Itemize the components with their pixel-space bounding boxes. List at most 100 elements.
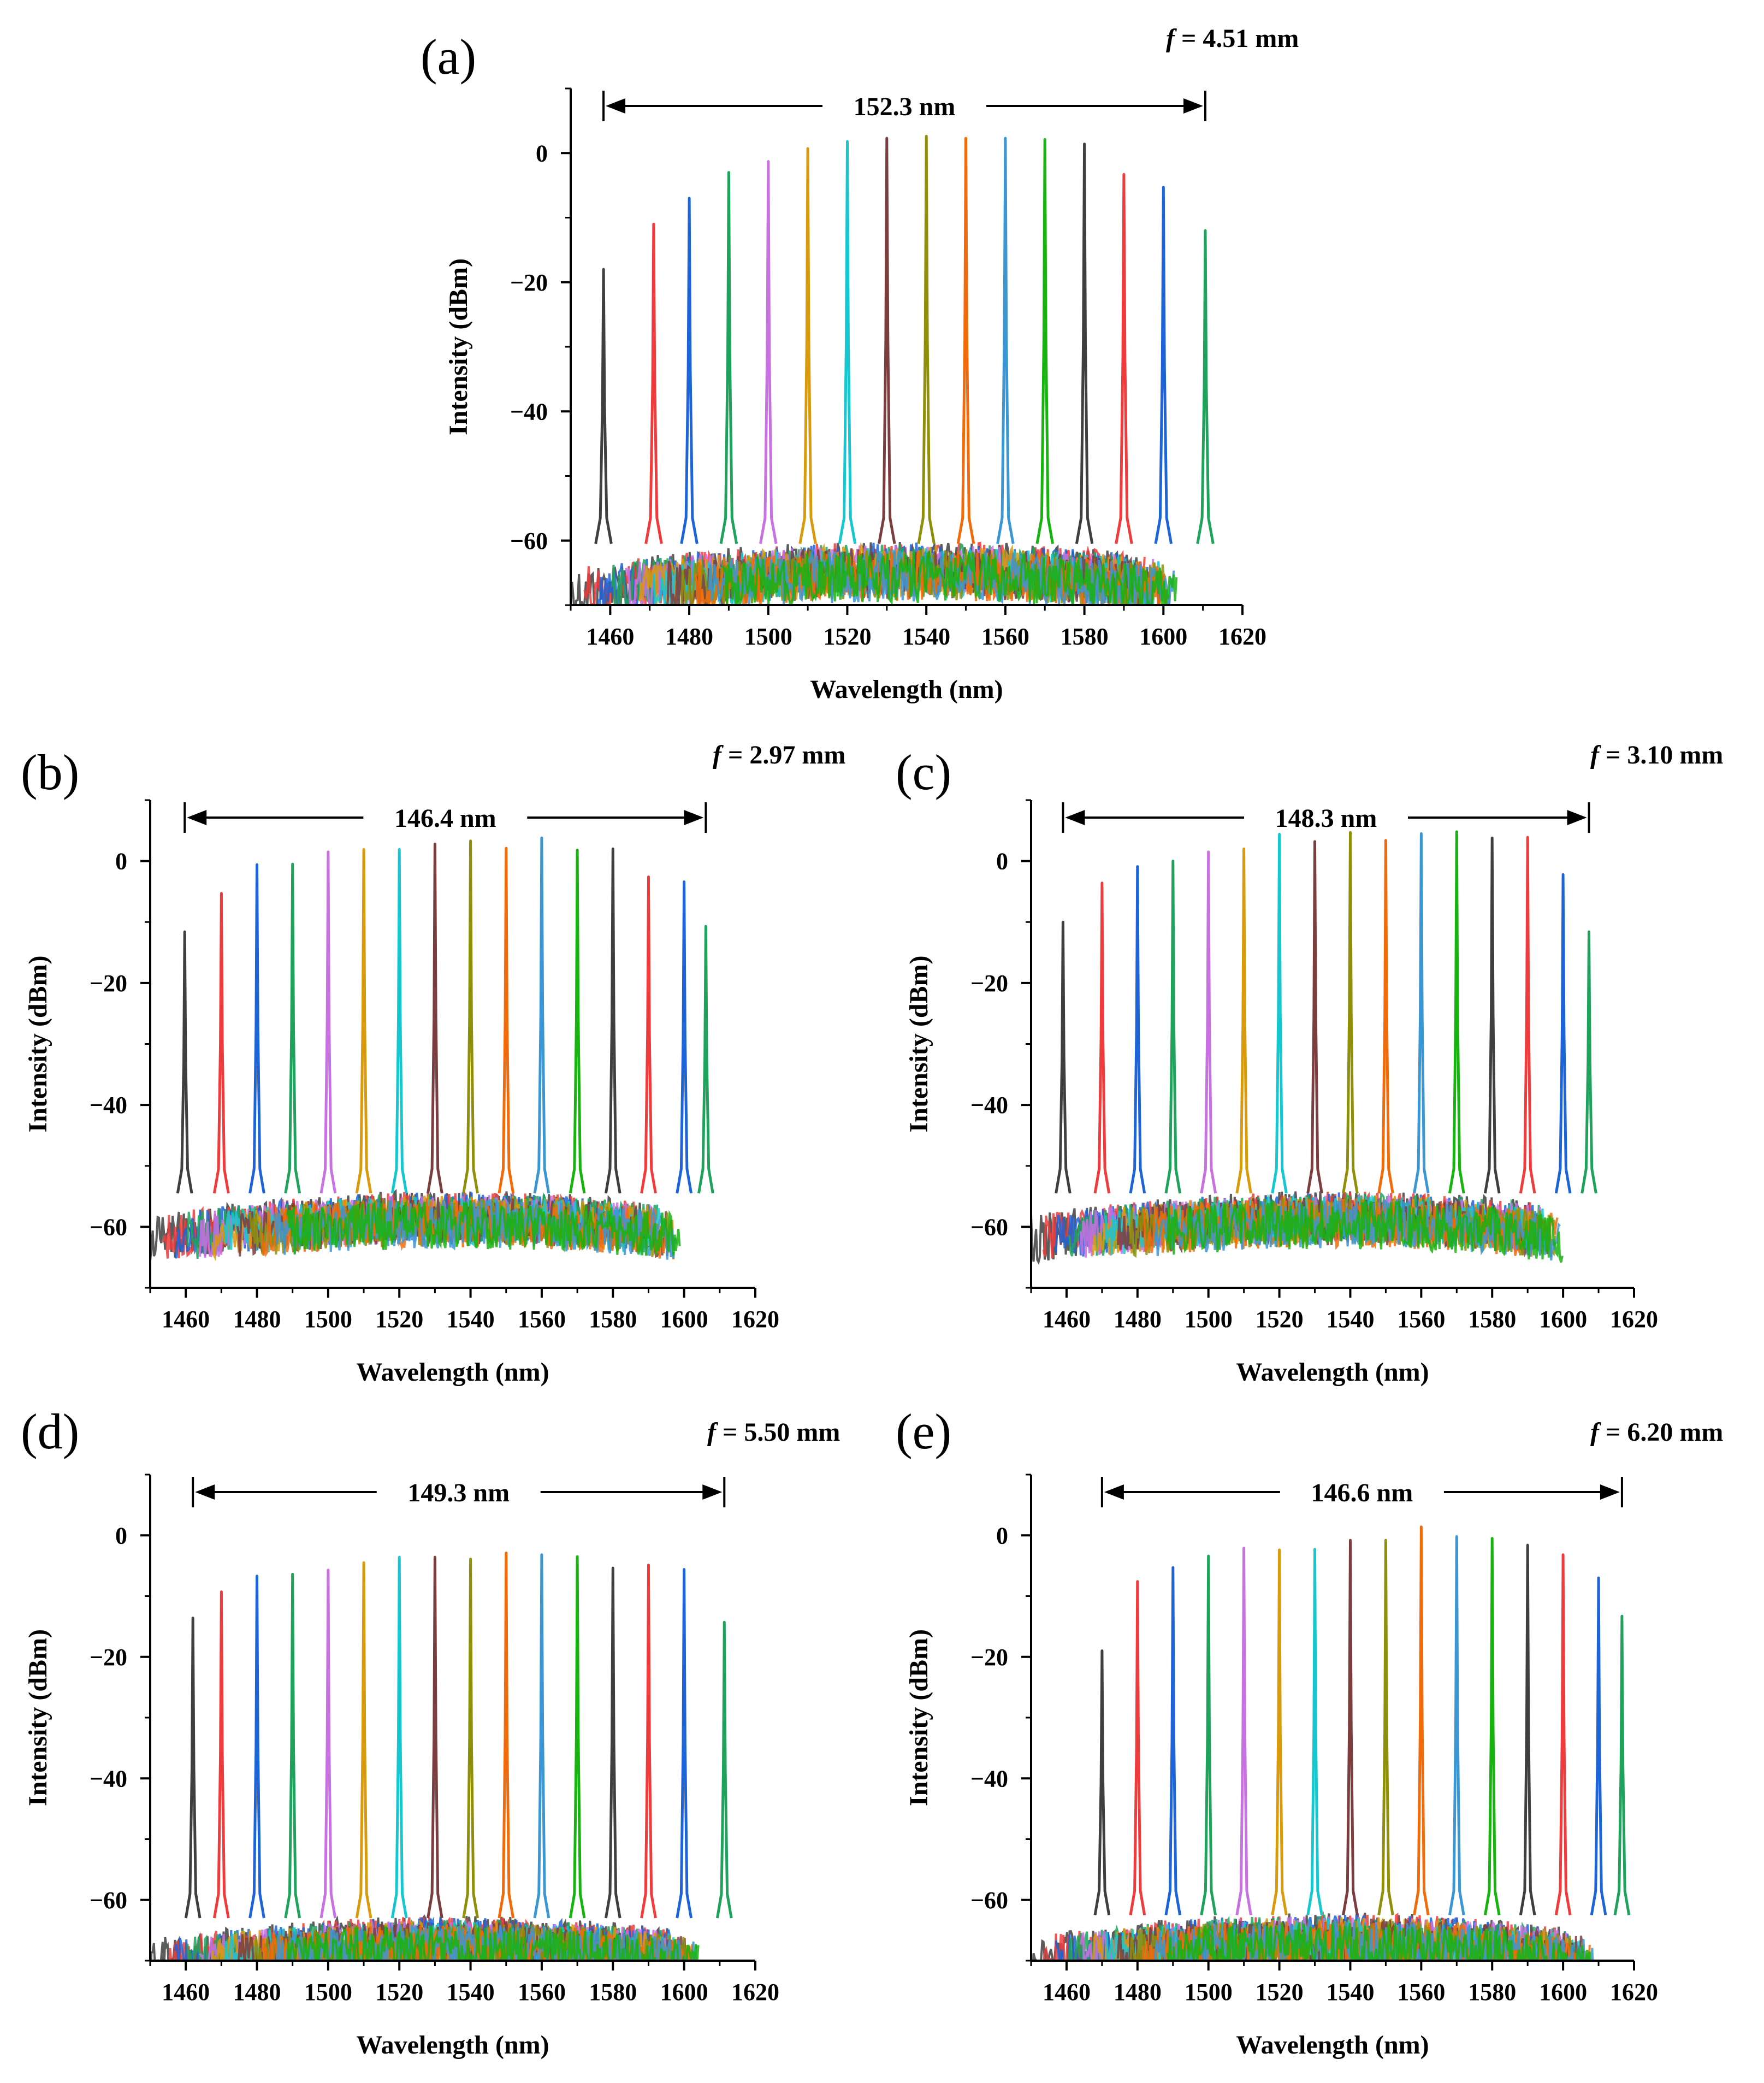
focal-value-b: = 2.97 mm	[721, 741, 845, 770]
x-axis-label-e: Wavelength (nm)	[1236, 2031, 1429, 2060]
x-tick-label-c-1520: 1520	[1256, 1306, 1304, 1333]
panel-d: 1460 1480 1500 1520 1540 1560 1580 1600 1620 0 −20…	[21, 1404, 840, 2060]
peak-c-16	[1581, 930, 1597, 1194]
peak-d-8	[427, 1555, 443, 1919]
peak-c-6	[1235, 847, 1252, 1194]
y-tick-label-b--60: −60	[90, 1214, 127, 1240]
y-axis-label-c: Intensity (dBm)	[904, 955, 933, 1132]
focal-value-d: = 5.50 mm	[716, 1418, 840, 1447]
peak-d-13	[604, 1566, 621, 1919]
x-tick-label-e-1460: 1460	[1043, 1979, 1091, 2005]
x-tick-label-b-1540: 1540	[447, 1306, 495, 1333]
peak-a-7	[838, 140, 857, 545]
x-tick-label-c-1460: 1460	[1043, 1306, 1091, 1333]
x-tick-label-e-1560: 1560	[1397, 1979, 1445, 2005]
noise-floor-a-12	[721, 549, 1178, 605]
peak-e-13	[1519, 1543, 1536, 1916]
peak-e-1	[1093, 1649, 1111, 1916]
y-axis-label-d: Intensity (dBm)	[23, 1629, 52, 1806]
x-tick-label-b-1620: 1620	[731, 1306, 779, 1333]
peak-b-9	[462, 839, 479, 1194]
x-axis-label-d: Wavelength (nm)	[356, 2031, 549, 2060]
x-tick-label-d-1500: 1500	[304, 1979, 352, 2005]
plot-area-c	[1031, 830, 1597, 1265]
peak-e-4	[1200, 1554, 1217, 1916]
peak-c-9	[1342, 831, 1359, 1194]
panel-label-e: (e)	[896, 1404, 951, 1459]
panel-label-b: (b)	[21, 744, 79, 800]
span-arrowhead-left-d	[195, 1484, 215, 1500]
peak-e-2	[1129, 1580, 1146, 1916]
x-tick-label-a-1540: 1540	[902, 623, 950, 650]
x-tick-label-d-1480: 1480	[233, 1979, 281, 2005]
x-tick-label-e-1620: 1620	[1610, 1979, 1658, 2005]
peak-a-6	[798, 147, 817, 545]
peak-d-15	[676, 1568, 693, 1919]
peak-c-2	[1093, 881, 1111, 1194]
peak-e-14	[1554, 1553, 1572, 1916]
peak-b-16	[697, 925, 714, 1194]
peak-c-10	[1377, 839, 1394, 1194]
y-tick-label-b--40: −40	[90, 1092, 127, 1119]
span-arrowhead-right-a	[1183, 98, 1203, 114]
peak-c-14	[1519, 836, 1536, 1194]
span-arrowhead-left-c	[1065, 810, 1085, 825]
peak-a-1	[594, 268, 613, 545]
peak-c-7	[1271, 833, 1288, 1194]
peak-a-15	[1154, 186, 1173, 545]
peak-b-10	[498, 847, 515, 1194]
span-arrowhead-left-e	[1104, 1484, 1124, 1500]
y-tick-label-d-0: 0	[115, 1522, 127, 1549]
peak-e-9	[1377, 1538, 1394, 1916]
x-tick-label-e-1600: 1600	[1539, 1979, 1587, 2005]
x-axis-label-b: Wavelength (nm)	[356, 1358, 549, 1387]
span-arrowhead-right-b	[684, 810, 704, 825]
x-tick-label-b-1480: 1480	[233, 1306, 281, 1333]
noise-floor-d-12	[286, 1926, 700, 1961]
x-tick-label-e-1500: 1500	[1185, 1979, 1233, 2005]
peak-b-3	[248, 863, 265, 1194]
peak-e-3	[1164, 1566, 1182, 1916]
noise-floor-b-12	[286, 1200, 681, 1256]
peak-b-8	[427, 842, 443, 1194]
x-tick-label-c-1500: 1500	[1185, 1306, 1233, 1333]
peak-c-3	[1129, 865, 1146, 1194]
x-tick-label-b-1460: 1460	[162, 1306, 210, 1333]
y-tick-label-d--40: −40	[90, 1765, 127, 1792]
x-tick-label-d-1560: 1560	[518, 1979, 566, 2005]
x-tick-label-e-1580: 1580	[1468, 1979, 1516, 2005]
focal-length-b: f = 2.97 mm	[713, 741, 845, 770]
focal-length-e: f = 6.20 mm	[1590, 1418, 1723, 1447]
x-tick-label-b-1520: 1520	[375, 1306, 423, 1333]
y-tick-label-d--20: −20	[90, 1644, 127, 1671]
peak-d-5	[319, 1569, 337, 1919]
noise-floor-c-12	[1167, 1198, 1564, 1263]
peak-d-10	[498, 1552, 515, 1919]
focal-value-c: = 3.10 mm	[1599, 741, 1723, 770]
x-tick-label-c-1480: 1480	[1114, 1306, 1162, 1333]
x-tick-label-c-1540: 1540	[1326, 1306, 1374, 1333]
x-axis-label-a: Wavelength (nm)	[810, 675, 1003, 704]
panel-label-d: (d)	[21, 1404, 79, 1459]
plot-area-a	[571, 135, 1215, 605]
peak-e-10	[1413, 1525, 1430, 1916]
x-tick-label-a-1520: 1520	[823, 623, 871, 650]
x-tick-label-a-1480: 1480	[665, 623, 713, 650]
peak-a-5	[759, 160, 778, 545]
span-label-a: 152.3 nm	[854, 92, 956, 121]
plot-area-b	[150, 836, 714, 1262]
x-tick-label-a-1460: 1460	[586, 623, 634, 650]
peak-c-11	[1413, 832, 1430, 1194]
focal-symbol-c: f	[1590, 741, 1601, 770]
peak-b-2	[212, 892, 230, 1194]
y-tick-label-c--60: −60	[970, 1214, 1008, 1240]
y-axis-label-a: Intensity (dBm)	[444, 258, 473, 435]
y-tick-label-a--40: −40	[510, 398, 548, 425]
x-tick-label-d-1520: 1520	[375, 1979, 423, 2005]
peak-e-15	[1590, 1576, 1607, 1916]
peak-a-14	[1115, 173, 1133, 545]
panel-b: 1460 1480 1500 1520 1540 1560 1580 1600 1620 0 −20…	[21, 741, 845, 1387]
noise-floor-e-12	[1167, 1922, 1592, 1961]
x-tick-label-c-1580: 1580	[1468, 1306, 1516, 1333]
span-label-b: 146.4 nm	[394, 804, 496, 833]
